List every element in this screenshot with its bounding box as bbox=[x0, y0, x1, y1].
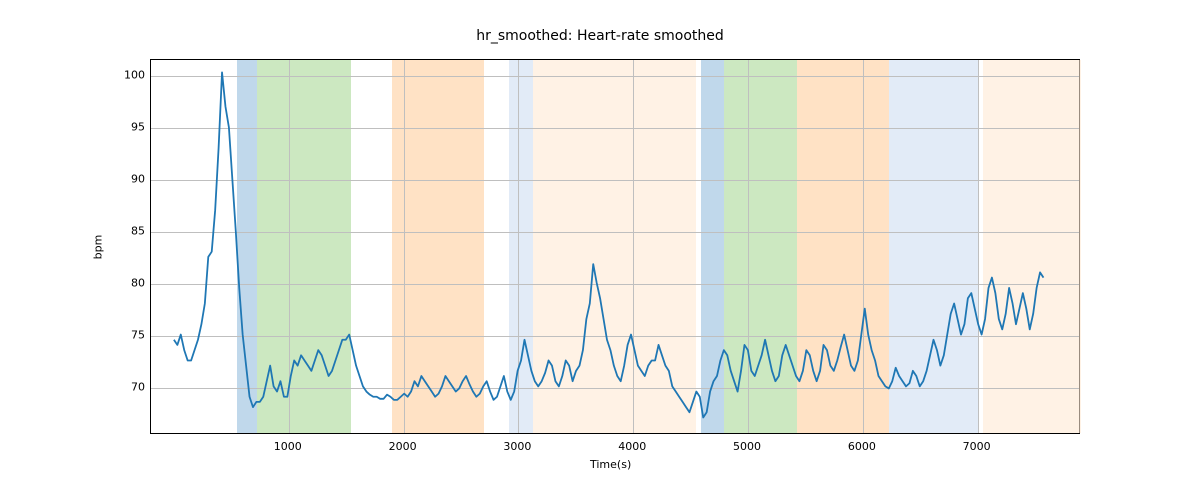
line-series bbox=[151, 60, 1079, 433]
plot-area bbox=[150, 59, 1080, 434]
y-axis-label: bpm bbox=[92, 234, 105, 259]
y-tick-label: 95 bbox=[115, 120, 145, 133]
hr-line bbox=[174, 72, 1044, 417]
y-tick-label: 100 bbox=[115, 68, 145, 81]
figure: hr_smoothed: Heart-rate smoothed Time(s)… bbox=[0, 0, 1200, 500]
x-tick-label: 5000 bbox=[733, 440, 761, 453]
y-tick-label: 75 bbox=[115, 329, 145, 342]
x-tick-label: 7000 bbox=[963, 440, 991, 453]
y-tick-label: 90 bbox=[115, 172, 145, 185]
x-tick-label: 1000 bbox=[274, 440, 302, 453]
x-axis-label: Time(s) bbox=[590, 458, 631, 471]
x-tick-label: 6000 bbox=[848, 440, 876, 453]
chart-title: hr_smoothed: Heart-rate smoothed bbox=[0, 28, 1200, 44]
y-tick-label: 85 bbox=[115, 224, 145, 237]
y-tick-label: 70 bbox=[115, 381, 145, 394]
x-tick-label: 3000 bbox=[503, 440, 531, 453]
x-tick-label: 4000 bbox=[618, 440, 646, 453]
x-tick-label: 2000 bbox=[389, 440, 417, 453]
y-tick-label: 80 bbox=[115, 276, 145, 289]
